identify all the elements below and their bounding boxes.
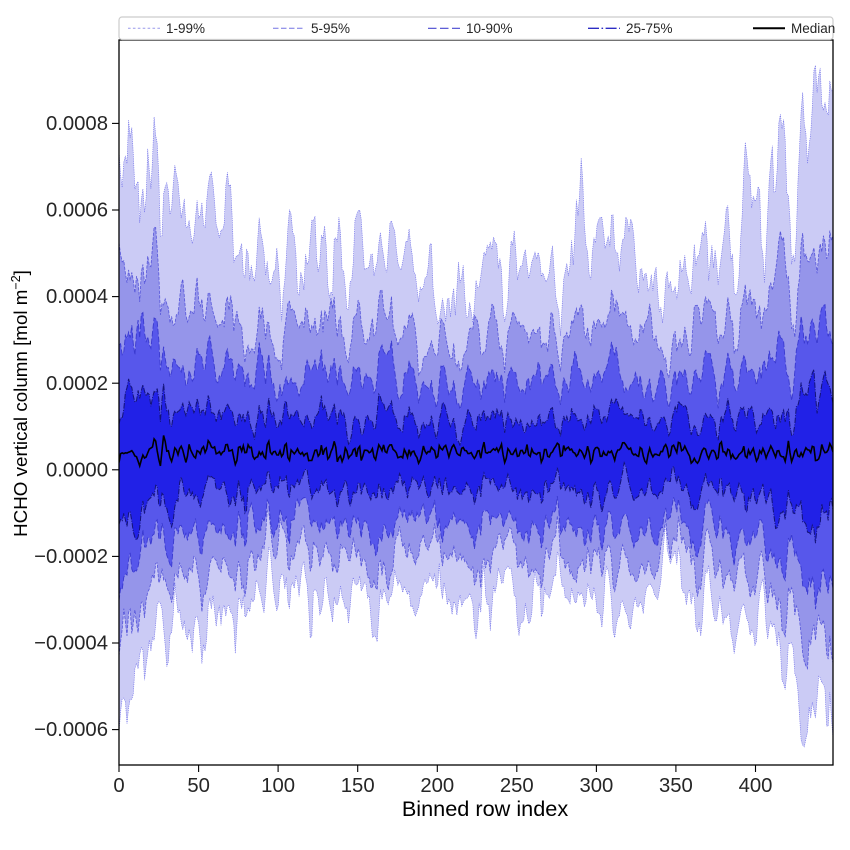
svg-text:350: 350 [659, 775, 693, 797]
svg-text:0.0004: 0.0004 [46, 286, 108, 308]
svg-text:−0.0004: −0.0004 [34, 633, 108, 655]
svg-text:150: 150 [341, 775, 375, 797]
svg-text:200: 200 [420, 775, 454, 797]
svg-text:400: 400 [739, 775, 773, 797]
svg-text:0: 0 [113, 775, 124, 797]
svg-text:0.0000: 0.0000 [46, 459, 108, 481]
svg-text:Median: Median [791, 21, 835, 36]
svg-text:0.0002: 0.0002 [46, 373, 108, 395]
svg-text:Binned row index: Binned row index [402, 796, 569, 821]
svg-text:1-99%: 1-99% [166, 21, 205, 36]
svg-text:HCHO vertical column [mol m−2]: HCHO vertical column [mol m−2] [9, 270, 31, 537]
svg-text:−0.0006: −0.0006 [34, 719, 108, 741]
svg-text:25-75%: 25-75% [626, 21, 673, 36]
svg-text:100: 100 [261, 775, 295, 797]
svg-text:250: 250 [500, 775, 534, 797]
svg-text:5-95%: 5-95% [311, 21, 350, 36]
svg-text:−0.0002: −0.0002 [34, 546, 108, 568]
svg-text:0.0006: 0.0006 [46, 200, 108, 222]
svg-text:50: 50 [187, 775, 210, 797]
svg-text:0.0008: 0.0008 [46, 113, 108, 135]
svg-text:10-90%: 10-90% [466, 21, 513, 36]
svg-text:300: 300 [579, 775, 613, 797]
